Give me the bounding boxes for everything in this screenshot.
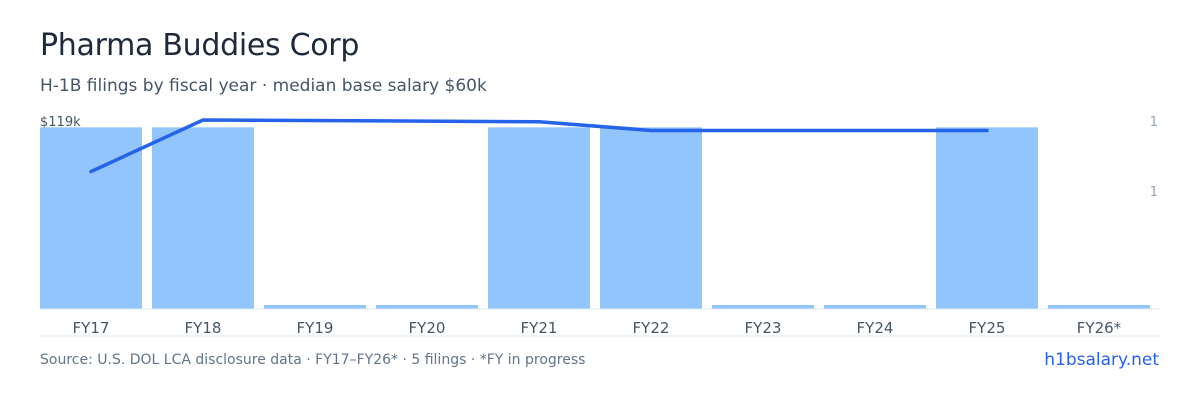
bar-fy20 [376,305,478,309]
x-tick-fy25: FY25 [969,319,1006,337]
salary-line-group [89,118,989,174]
chart-title: Pharma Buddies Corp [40,28,360,63]
bars-group [40,127,1150,309]
x-tick-fy21: FY21 [521,319,558,337]
right-axis-label-top: 1 [1150,115,1158,130]
bar-fy25 [936,127,1038,309]
x-tick-fy17: FY17 [73,319,110,337]
x-tick-fy18: FY18 [185,319,222,337]
bar-fy22 [600,127,702,309]
chart-subtitle: H-1B filings by fiscal year · median bas… [40,76,487,96]
right-axis-label-mid: 1 [1150,185,1158,200]
bar-fy26 [1048,305,1150,309]
bar-fy23 [712,305,814,309]
site-link[interactable]: h1bsalary.net [1044,350,1159,370]
bar-fy18 [152,127,254,309]
x-tick-fy23: FY23 [745,319,782,337]
x-tick-fy24: FY24 [857,319,894,337]
median-salary-line [89,118,989,174]
bar-fy19 [264,305,366,309]
x-tick-fy26: FY26* [1077,319,1122,337]
bar-fy21 [488,127,590,309]
bar-fy24 [824,305,926,309]
x-tick-fy19: FY19 [297,319,334,337]
x-tick-fy22: FY22 [633,319,670,337]
x-tick-labels: FY17 FY18 FY19 FY20 FY21 FY22 FY23 FY24 FY25 FY26… [73,319,1122,337]
source-note: Source: U.S. DOL LCA disclosure data · F… [40,352,586,368]
left-axis-max-label: $119k [40,115,81,130]
x-tick-fy20: FY20 [409,319,446,337]
